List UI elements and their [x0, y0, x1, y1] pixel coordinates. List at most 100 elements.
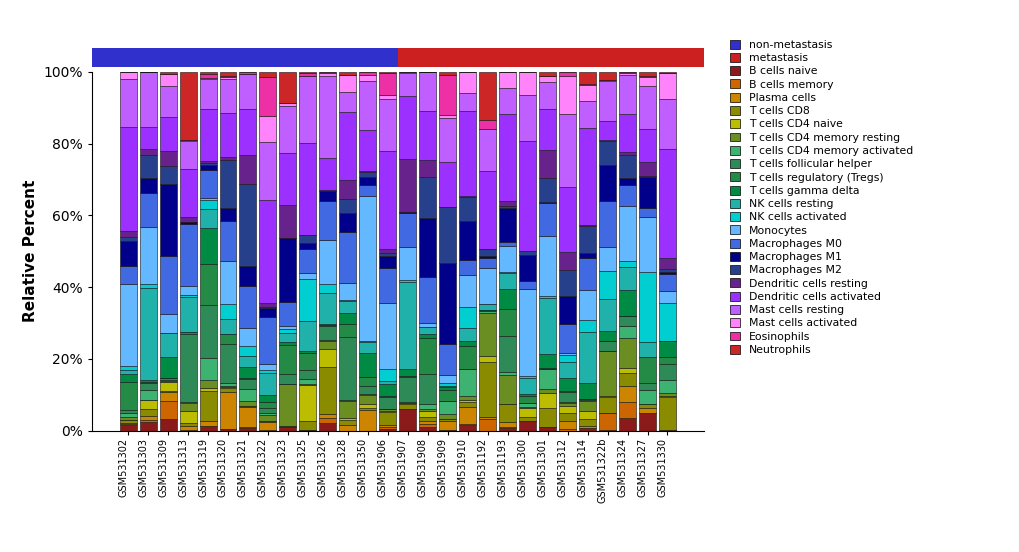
Bar [638, 383, 655, 390]
Bar [419, 421, 436, 424]
Bar [319, 349, 336, 367]
Bar [638, 162, 655, 176]
Bar [379, 249, 396, 253]
Bar [419, 408, 436, 411]
Bar [179, 222, 197, 224]
Bar [398, 404, 416, 408]
Bar [119, 370, 137, 374]
Bar [179, 334, 197, 402]
Bar [179, 404, 197, 411]
Bar [519, 289, 536, 376]
Bar [259, 200, 276, 303]
Bar [159, 333, 176, 357]
Bar [459, 306, 476, 328]
Bar [359, 376, 376, 385]
Bar [200, 165, 216, 171]
Bar [459, 221, 476, 259]
Bar [259, 413, 276, 415]
Bar [300, 321, 316, 351]
Bar [598, 299, 615, 331]
Bar [479, 356, 495, 363]
Bar [638, 404, 655, 408]
Bar [619, 261, 636, 267]
Bar [300, 351, 316, 353]
Bar [219, 113, 236, 157]
Bar [300, 143, 316, 235]
Bar [397, 48, 703, 67]
Bar [300, 235, 316, 243]
Bar [638, 129, 655, 162]
Bar [498, 309, 516, 336]
Bar [300, 273, 316, 279]
Bar [200, 163, 216, 165]
Bar [200, 391, 216, 421]
Bar [159, 380, 176, 381]
Bar [119, 367, 137, 370]
Bar [598, 121, 615, 140]
Bar [179, 224, 197, 286]
Bar [598, 247, 615, 271]
Bar [539, 369, 555, 389]
Bar [658, 397, 676, 430]
Bar [419, 218, 436, 277]
Bar [339, 401, 356, 418]
Bar [379, 381, 396, 384]
Bar [300, 370, 316, 379]
Bar [239, 406, 256, 407]
Bar [619, 73, 636, 75]
Bar [379, 99, 396, 151]
Bar [398, 214, 416, 247]
Bar [319, 293, 336, 323]
Bar [219, 76, 236, 77]
Bar [598, 351, 615, 396]
Bar [459, 369, 476, 396]
Bar [498, 427, 516, 428]
Bar [658, 392, 676, 396]
Bar [539, 72, 555, 76]
Bar [319, 423, 336, 431]
Bar [498, 428, 516, 431]
Bar [539, 82, 555, 109]
Bar [398, 369, 416, 376]
Bar [279, 302, 297, 326]
Bar [239, 73, 256, 75]
Bar [519, 404, 536, 407]
Bar [558, 413, 576, 421]
Bar [558, 270, 576, 296]
Bar [279, 153, 297, 205]
Bar [200, 72, 216, 74]
Bar [558, 353, 576, 355]
Bar [140, 178, 157, 193]
Bar [339, 337, 356, 400]
Bar [219, 261, 236, 304]
Bar [479, 418, 495, 431]
Bar [539, 76, 555, 82]
Bar [638, 76, 655, 77]
Bar [219, 386, 236, 387]
Bar [259, 422, 276, 430]
Bar [119, 266, 137, 284]
Bar [519, 421, 536, 431]
Bar [439, 387, 455, 390]
Bar [119, 410, 137, 413]
Bar [619, 152, 636, 155]
Bar [179, 169, 197, 217]
Bar [619, 178, 636, 185]
Bar [658, 396, 676, 397]
Bar [200, 358, 216, 380]
Bar [479, 363, 495, 417]
Bar [558, 355, 576, 362]
Bar [219, 383, 236, 386]
Bar [159, 166, 176, 184]
Bar [539, 109, 555, 150]
Bar [498, 375, 516, 404]
Bar [339, 92, 356, 112]
Bar [619, 386, 636, 402]
Bar [619, 75, 636, 114]
Bar [259, 317, 276, 364]
Bar [539, 394, 555, 408]
Bar [539, 427, 555, 431]
Bar [319, 73, 336, 76]
Bar [140, 148, 157, 155]
Bar [479, 313, 495, 356]
